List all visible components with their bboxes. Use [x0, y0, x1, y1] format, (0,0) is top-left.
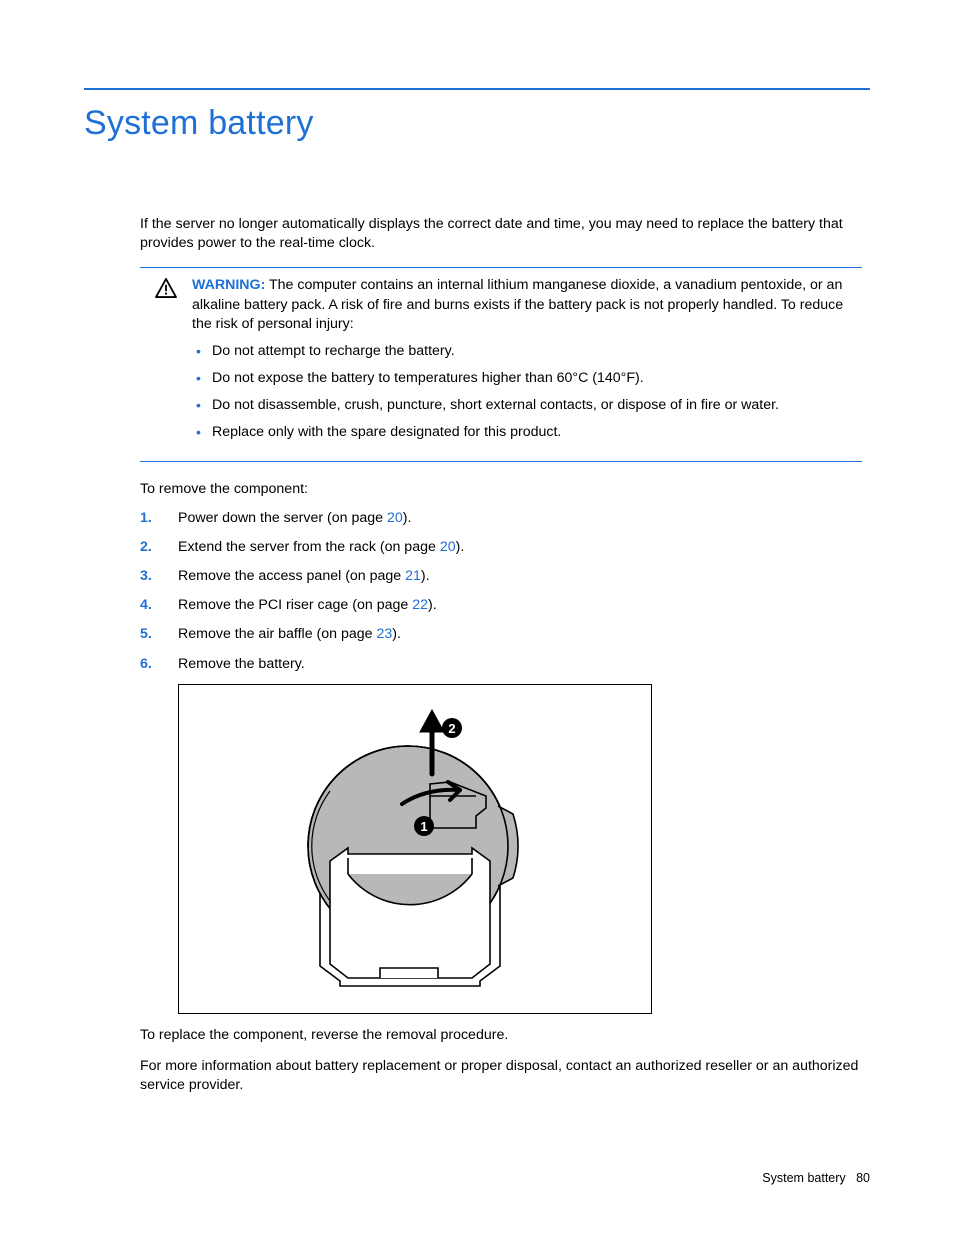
page-link[interactable]: 21	[405, 568, 421, 584]
warning-label: WARNING:	[192, 277, 265, 293]
step-item: Remove the battery.	[140, 655, 870, 674]
step-item: Remove the air baffle (on page 23).	[140, 625, 870, 644]
step-text: ).	[403, 510, 412, 526]
step-text: ).	[421, 568, 430, 584]
step-text: Remove the battery.	[178, 656, 305, 672]
page-link[interactable]: 22	[412, 597, 428, 613]
document-page: System battery If the server no longer a…	[0, 0, 954, 1235]
steps-lead-in: To remove the component:	[140, 480, 870, 499]
step-text: Remove the PCI riser cage (on page	[178, 597, 412, 613]
footer-page-number: 80	[856, 1171, 870, 1185]
step-text: Extend the server from the rack (on page	[178, 539, 440, 555]
warning-box: WARNING: The computer contains an intern…	[140, 267, 862, 461]
page-link[interactable]: 20	[387, 510, 403, 526]
battery-figure: 1 2	[178, 684, 652, 1014]
page-footer: System battery 80	[762, 1171, 870, 1185]
warning-bullet: Replace only with the spare designated f…	[192, 423, 862, 442]
step-text: ).	[428, 597, 437, 613]
warning-bullet: Do not attempt to recharge the battery.	[192, 342, 862, 361]
step-text: ).	[456, 539, 465, 555]
step-item: Extend the server from the rack (on page…	[140, 538, 870, 557]
page-link[interactable]: 20	[440, 539, 456, 555]
footer-section: System battery	[762, 1171, 845, 1185]
step-text: Remove the air baffle (on page	[178, 626, 377, 642]
page-title: System battery	[84, 104, 870, 143]
callout-1: 1	[420, 819, 427, 834]
warning-icon	[155, 278, 177, 303]
steps-list: Power down the server (on page 20). Exte…	[140, 509, 870, 674]
warning-bullet: Do not disassemble, crush, puncture, sho…	[192, 396, 862, 415]
closing-paragraph: For more information about battery repla…	[140, 1057, 862, 1095]
battery-diagram-svg: 1 2	[180, 686, 650, 1012]
step-text: Remove the access panel (on page	[178, 568, 405, 584]
callout-2: 2	[448, 721, 455, 736]
warning-body: The computer contains an internal lithiu…	[192, 277, 843, 331]
closing-paragraph: To replace the component, reverse the re…	[140, 1026, 862, 1045]
warning-bullet-list: Do not attempt to recharge the battery. …	[192, 342, 862, 443]
warning-text: WARNING: The computer contains an intern…	[192, 276, 862, 450]
step-item: Power down the server (on page 20).	[140, 509, 870, 528]
top-rule	[84, 88, 870, 90]
step-text: Power down the server (on page	[178, 510, 387, 526]
warning-bullet: Do not expose the battery to temperature…	[192, 369, 862, 388]
page-link[interactable]: 23	[377, 626, 393, 642]
step-text: ).	[392, 626, 401, 642]
step-item: Remove the access panel (on page 21).	[140, 567, 870, 586]
intro-paragraph: If the server no longer automatically di…	[140, 215, 862, 253]
step-item: Remove the PCI riser cage (on page 22).	[140, 596, 870, 615]
